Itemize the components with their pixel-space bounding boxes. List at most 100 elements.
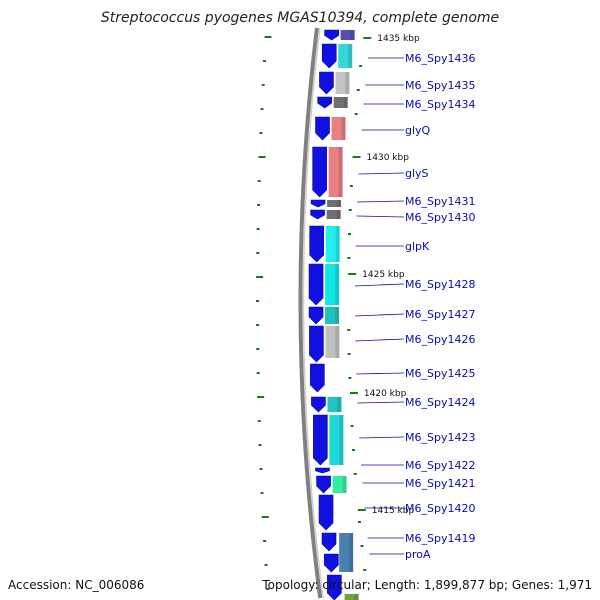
cds-arrow [319,71,334,95]
gene-dot [347,233,351,235]
gene-label: glyS [405,167,429,180]
minor-ticks [256,36,272,590]
leader-line [355,283,405,287]
feature-block [325,226,340,262]
cds-arrow [310,363,325,393]
kbp-ticks: 1435 kbp 1430 kbp 1425 kbp 1420 kbp 1415 kbp [347,34,420,571]
cds-arrow [321,532,337,552]
leader-line [357,200,405,203]
feature-block-shade [348,44,353,68]
gene-dot [349,185,353,187]
feature-block-shade [342,476,347,493]
feature-block-shade [337,200,342,207]
gene-dot [357,521,361,523]
gene-label: proA [405,548,431,561]
feature-block [326,210,341,219]
kbp-label: 1415 kbp [372,506,415,516]
gene-dot [363,569,367,571]
cds-arrow [315,116,330,141]
kbp-label: 1435 kbp [377,34,420,44]
cds-arrow [318,494,334,531]
feature-block-shade [338,147,343,197]
cds-arrow [309,325,324,363]
leader-line [355,338,405,342]
gene-label: glyQ [405,124,431,137]
feature-block-shade [343,97,348,108]
gene-dot [350,425,354,427]
leader-line [357,401,405,404]
feature-block [325,264,340,305]
cds-arrow [324,29,339,41]
feature-block [331,117,346,140]
feature-block-shade [335,307,340,324]
kbp-label: 1430 kbp [367,153,410,163]
gene-label: M6_Spy1435 [405,79,475,92]
gene-label: M6_Spy1424 [405,396,475,409]
kbp-label: 1420 kbp [364,389,407,399]
backbone [298,27,324,599]
cds-arrow [308,263,324,306]
leader-line [356,372,405,375]
feature-block-shade [336,210,341,219]
feature-block [329,415,344,465]
feature-block [328,147,343,197]
gene-label: M6_Spy1431 [405,195,475,208]
feature-block-shade [339,415,344,465]
gene-label: M6_Spy1428 [405,278,475,291]
cds-arrow [308,306,324,325]
gene-label: M6_Spy1430 [405,211,475,224]
feature-block-shade [350,30,355,40]
gene-label: M6_Spy1422 [405,459,475,472]
feature-block-shade [335,264,340,305]
gene-label: M6_Spy1426 [405,333,475,346]
topology-text: Topology: circular; Length: 1,899,877 bp… [262,578,592,592]
feature-block [339,533,354,572]
gene-dot [347,329,351,331]
cds-arrow [309,225,324,263]
cds-arrow [311,396,326,413]
feature-block-shade [349,533,354,572]
cds-arrow [316,475,331,494]
gene-label: M6_Spy1436 [405,52,475,65]
feature-block [332,476,347,493]
gene-dot [348,209,352,211]
gene-label: glpK [405,240,430,253]
feature-block-shade [335,326,340,358]
accession-text: Accession: NC_006086 [8,578,145,592]
feature-block-shade [337,397,342,412]
feature-blocks [325,30,359,600]
gene-label: M6_Spy1421 [405,477,475,490]
cds-arrow [324,553,339,573]
cds-arrow [315,467,330,474]
gene-dot [347,353,351,355]
cds-arrow [312,146,327,198]
gene-dot [348,377,352,379]
cds-arrow [327,574,342,600]
gene-dot [347,257,351,259]
leader-line [358,172,405,175]
cds-strand [308,29,342,600]
feature-block [325,307,340,324]
feature-block [344,594,359,600]
feature-block [333,97,348,108]
feature-block-shade [345,72,350,94]
feature-block-shade [335,226,340,262]
feature-block [340,30,355,40]
feature-block-shade [341,117,346,140]
feature-block [327,200,342,207]
leader-line [359,436,405,439]
gene-label: M6_Spy1427 [405,308,475,321]
kbp-label: 1425 kbp [362,270,405,280]
gene-dot [354,113,358,115]
leader-line [356,215,405,218]
gene-label: M6_Spy1425 [405,367,475,380]
feature-block [335,72,350,94]
gene-label: M6_Spy1420 [405,502,475,515]
leader-line [355,313,405,317]
gene-dot [359,65,363,67]
cds-arrow [317,96,332,109]
feature-block-shade [354,594,359,600]
gene-label: M6_Spy1419 [405,532,475,545]
gene-label: M6_Spy1423 [405,431,475,444]
